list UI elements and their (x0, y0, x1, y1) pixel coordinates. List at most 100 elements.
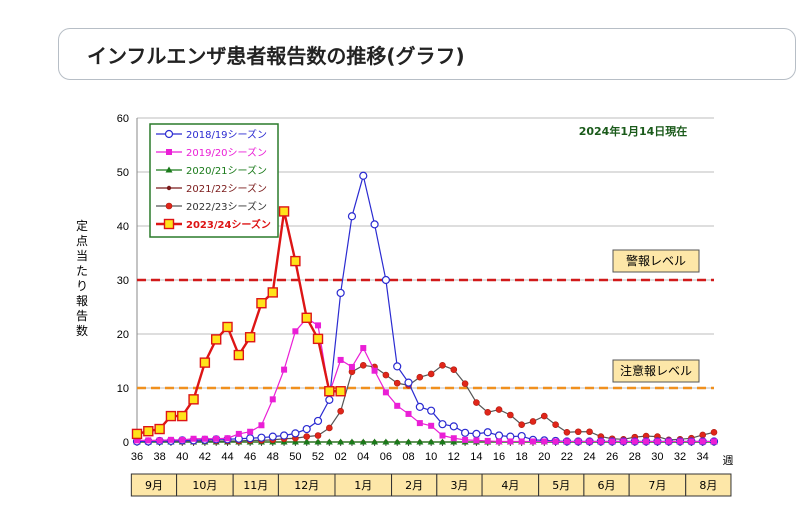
month-label: 9月 (145, 479, 163, 492)
y-axis-label-char: 数 (76, 323, 88, 338)
data-point (381, 275, 391, 285)
data-point (460, 428, 470, 437)
legend-label: 2021/22シーズン (186, 182, 267, 195)
data-point (654, 438, 661, 445)
month-label: 8月 (699, 479, 717, 492)
data-point (688, 438, 695, 445)
data-point (631, 438, 638, 445)
data-point (609, 438, 616, 445)
data-point (258, 422, 265, 429)
x-tick-label: 16 (493, 451, 505, 463)
data-point (246, 434, 255, 443)
data-point (643, 438, 650, 445)
data-point (325, 438, 333, 445)
month-label: 3月 (450, 479, 468, 492)
data-point (335, 386, 346, 397)
data-point (267, 287, 278, 298)
x-tick-label: 04 (357, 451, 369, 463)
data-point (312, 333, 324, 345)
y-tick-label: 20 (117, 329, 129, 341)
y-axis-label-char: 定 (76, 218, 88, 233)
data-point (268, 432, 277, 441)
data-point (145, 437, 152, 444)
data-point (278, 206, 290, 217)
month-label: 2月 (405, 479, 423, 492)
data-point (563, 428, 571, 436)
data-point (201, 435, 208, 442)
month-label: 10月 (192, 479, 217, 492)
data-point (315, 322, 322, 329)
month-label: 5月 (552, 479, 570, 492)
data-point (665, 438, 672, 445)
data-point (164, 129, 174, 139)
data-point (586, 438, 593, 445)
data-point (303, 438, 311, 445)
y-tick-label: 40 (117, 221, 129, 233)
y-tick-label: 0 (123, 437, 129, 449)
data-point (393, 438, 401, 445)
legend-label: 2019/20シーズン (186, 146, 267, 159)
x-tick-label: 34 (697, 451, 709, 463)
data-point (450, 438, 458, 445)
y-axis-label-char: 当 (76, 249, 88, 263)
data-point (325, 395, 334, 404)
data-point (416, 373, 424, 381)
data-point (337, 438, 345, 445)
y-tick-label: 10 (117, 383, 129, 395)
legend-box (149, 123, 279, 238)
legend-label: 2018/19シーズン (186, 128, 267, 141)
data-point (370, 220, 379, 229)
data-point (427, 370, 435, 378)
data-point (359, 362, 367, 369)
x-tick-label: 26 (606, 451, 618, 463)
data-point (586, 428, 593, 436)
x-tick-label: 20 (538, 451, 550, 463)
data-point (224, 435, 231, 442)
reference-label-box (612, 359, 700, 383)
data-point (393, 379, 401, 387)
data-point (518, 438, 525, 445)
data-point (199, 357, 211, 368)
data-point (371, 438, 379, 445)
x-tick-label: 08 (402, 451, 414, 463)
data-point (450, 366, 458, 373)
data-point (336, 288, 345, 298)
data-point (540, 412, 548, 420)
x-tick-label: 02 (335, 451, 347, 463)
data-point (382, 389, 389, 396)
title-box: インフルエンザ患者報告数の推移(グラフ) (58, 28, 796, 80)
month-label: 1月 (354, 479, 372, 492)
data-point (154, 423, 165, 435)
data-point (507, 438, 514, 445)
data-point (166, 185, 172, 191)
data-point (313, 416, 323, 426)
data-point (314, 438, 322, 445)
data-point (495, 406, 503, 413)
data-point (244, 332, 256, 343)
x-tick-label: 18 (516, 451, 528, 463)
data-point (165, 410, 177, 422)
data-point (247, 428, 254, 435)
data-point (360, 345, 367, 352)
data-point (404, 378, 413, 387)
data-point (326, 424, 333, 432)
reference-label: 注意報レベル (620, 363, 692, 378)
reference-label-box (612, 249, 700, 273)
data-point (167, 436, 174, 443)
data-point (473, 399, 480, 406)
data-point (473, 437, 480, 444)
month-label: 7月 (648, 479, 666, 492)
data-point (699, 431, 706, 439)
data-point (416, 438, 424, 445)
data-point (620, 438, 627, 445)
data-point (213, 435, 220, 442)
data-point (439, 432, 446, 439)
data-point (563, 438, 570, 445)
data-point (303, 433, 311, 440)
data-point (359, 171, 368, 180)
data-point (439, 362, 446, 369)
data-point (483, 428, 492, 437)
data-point (292, 328, 299, 335)
month-label: 6月 (598, 479, 616, 492)
data-point (393, 362, 402, 371)
